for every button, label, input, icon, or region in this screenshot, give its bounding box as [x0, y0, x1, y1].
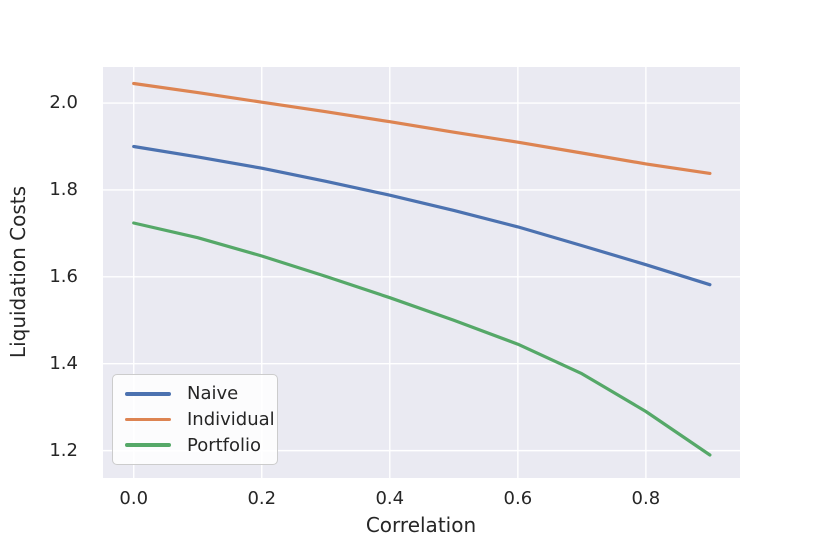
- legend: Naive Individual Portfolio: [112, 374, 278, 465]
- y-tick-label: 1.4: [49, 352, 78, 374]
- x-tick-label: 0.4: [375, 488, 405, 509]
- x-tick-label: 0.6: [503, 488, 533, 509]
- legend-label: Portfolio: [187, 434, 262, 456]
- x-tick-label: 0.2: [247, 488, 277, 509]
- y-tick-label: 1.6: [49, 265, 78, 287]
- legend-item-naive: Naive: [125, 383, 265, 404]
- series-line-individual: [132, 81, 712, 175]
- series-line-portfolio: [132, 221, 712, 457]
- legend-label: Naive: [187, 383, 239, 405]
- x-tick-label: 0.8: [631, 488, 661, 509]
- legend-item-individual: Individual: [125, 409, 275, 430]
- y-tick-label: 1.2: [49, 439, 78, 461]
- naive-line-swatch-icon: [125, 392, 171, 396]
- series-line-naive: [132, 144, 712, 287]
- y-tick-label: 1.8: [49, 178, 78, 200]
- legend-label: Individual: [187, 408, 275, 430]
- legend-item-portfolio: Portfolio: [125, 435, 265, 456]
- individual-line-swatch-icon: [125, 417, 171, 422]
- y-tick-label: 2.0: [49, 92, 78, 114]
- portfolio-line-swatch-icon: [125, 443, 171, 447]
- y-axis-label: Liquidation Costs: [6, 185, 30, 359]
- x-axis-label: Correlation: [365, 513, 477, 537]
- x-tick-label: 0.0: [119, 488, 149, 509]
